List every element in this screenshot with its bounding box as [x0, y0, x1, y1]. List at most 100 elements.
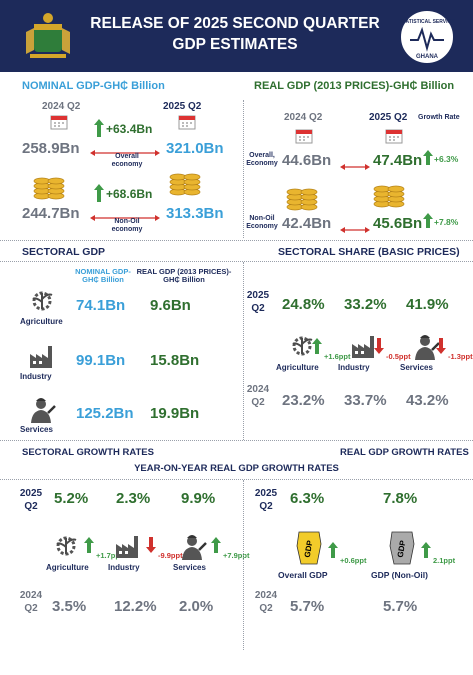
growth: +7.8%: [434, 217, 459, 227]
separator: [0, 479, 473, 480]
logo-text: STATISTICAL SERVICE: [400, 19, 456, 25]
nominal-value: 74.1Bn: [76, 297, 126, 314]
gdp-icon-text: GDP: [396, 539, 408, 558]
section-heading: REAL GDP GROWTH RATES: [340, 447, 469, 458]
value-curr: 45.6Bn: [373, 215, 423, 232]
sector-icon: [415, 335, 440, 360]
real-value: 9.6Bn: [150, 297, 191, 314]
sector-icon: [31, 398, 56, 423]
value-curr: 47.4Bn: [373, 152, 423, 169]
change: +0.6ppt: [340, 556, 367, 565]
value-prev: 258.9Bn: [22, 140, 80, 157]
section-heading: SECTORAL GROWTH RATES: [22, 447, 154, 458]
separator: [243, 480, 244, 650]
column-heading: NOMINAL GDP-GH₵ Billion: [75, 267, 131, 285]
share-2024: 43.2%: [406, 392, 449, 409]
row-label: Overall economy: [111, 153, 143, 168]
calendar-icon: [178, 115, 196, 130]
double-arrow: [340, 164, 370, 170]
growth-2024: 5.7%: [383, 598, 418, 615]
separator: [0, 440, 473, 441]
period: 2024 Q2: [254, 590, 278, 614]
arrow-up: [211, 537, 221, 553]
coins-icon: [373, 185, 405, 208]
separator: [243, 262, 244, 440]
arrow-up: [421, 542, 431, 558]
growth-2024: 12.2%: [114, 598, 157, 615]
period: 2024 Q2: [42, 101, 81, 112]
arrow-down: [146, 537, 156, 553]
sub-heading: YEAR-ON-YEAR REAL GDP GROWTH RATES: [134, 463, 339, 474]
double-arrow: [340, 227, 370, 233]
growth-2025: 6.3%: [290, 490, 325, 507]
sector-icon: [352, 336, 374, 358]
arrow-up: [423, 213, 433, 228]
value-prev: 44.6Bn: [282, 152, 332, 169]
period: 2024 Q2: [246, 384, 270, 408]
growth-2024: 5.7%: [290, 598, 325, 615]
share-2024: 33.7%: [344, 392, 387, 409]
sector-name: Agriculture: [276, 363, 319, 372]
sector-icon: [32, 291, 53, 311]
period: 2025 Q2: [163, 101, 202, 112]
section-heading: NOMINAL GDP-GH₵ Billion: [22, 80, 165, 92]
arrow-up: [94, 119, 104, 137]
period: 2025 Q2: [254, 488, 278, 512]
growth-2024: 2.0%: [179, 598, 214, 615]
item-name: GDP (Non-Oil): [371, 570, 428, 580]
change: +7.9ppt: [223, 551, 250, 560]
calendar-icon: [385, 129, 403, 144]
nominal-value: 125.2Bn: [76, 405, 134, 422]
period: 2025 Q2: [246, 290, 270, 314]
sector-name: Agriculture: [46, 563, 89, 572]
value-prev: 244.7Bn: [22, 205, 80, 222]
arrow-down: [374, 338, 384, 354]
sector-icon: [116, 536, 138, 558]
sector-icon: [30, 346, 52, 368]
change: -1.3ppt: [448, 352, 473, 361]
growth-2025: 5.2%: [54, 490, 89, 507]
period: 2024 Q2: [19, 590, 43, 614]
value-prev: 42.4Bn: [282, 215, 332, 232]
gss-logo: STATISTICAL SERVICE GHANA: [399, 9, 456, 65]
share-2025: 33.2%: [344, 296, 387, 313]
share-2024: 23.2%: [282, 392, 325, 409]
calendar-icon: [295, 129, 313, 144]
sector-icon: [182, 535, 207, 560]
sector-name: Services: [173, 563, 206, 572]
double-arrow: [90, 215, 160, 221]
arrow-down: [436, 338, 446, 354]
item-name: Overall GDP: [278, 570, 328, 580]
row-label: Non-Oil Economy: [246, 215, 278, 230]
change: -9.9ppt: [158, 551, 183, 560]
growth-label: Growth Rate: [418, 114, 460, 121]
header-band: [0, 0, 473, 72]
double-arrow: [90, 150, 160, 156]
sector-icon: [292, 336, 313, 356]
value-curr: 321.0Bn: [166, 140, 224, 157]
separator: [0, 240, 473, 241]
real-value: 19.9Bn: [150, 405, 200, 422]
arrow-up: [84, 537, 94, 553]
arrow-up: [312, 338, 322, 354]
nominal-value: 99.1Bn: [76, 352, 126, 369]
sector-name: Industry: [20, 372, 52, 381]
section-heading: REAL GDP (2013 PRICES)-GH₵ Billion: [254, 80, 455, 92]
section-heading: SECTORAL SHARE (BASIC PRICES): [278, 246, 460, 258]
period: 2024 Q2: [284, 112, 323, 123]
change: +1.7ppt: [96, 551, 123, 560]
arrow-up: [328, 542, 338, 558]
value-curr: 313.3Bn: [166, 205, 224, 222]
period: 2025 Q2: [369, 112, 408, 123]
column-heading: REAL GDP (2013 PRICES)-GH₵ Billion: [136, 267, 232, 285]
sector-name: Services: [20, 425, 53, 434]
coins-icon: [33, 177, 65, 200]
change: +63.4Bn: [106, 122, 153, 136]
share-2025: 41.9%: [406, 296, 449, 313]
section-heading: SECTORAL GDP: [22, 246, 106, 258]
logo-subtext: GHANA: [416, 54, 439, 60]
change: +1.6ppt: [324, 352, 351, 361]
growth-2024: 3.5%: [52, 598, 87, 615]
title: RELEASE OF 2025 SECOND QUARTER GDP ESTIM…: [90, 15, 380, 53]
